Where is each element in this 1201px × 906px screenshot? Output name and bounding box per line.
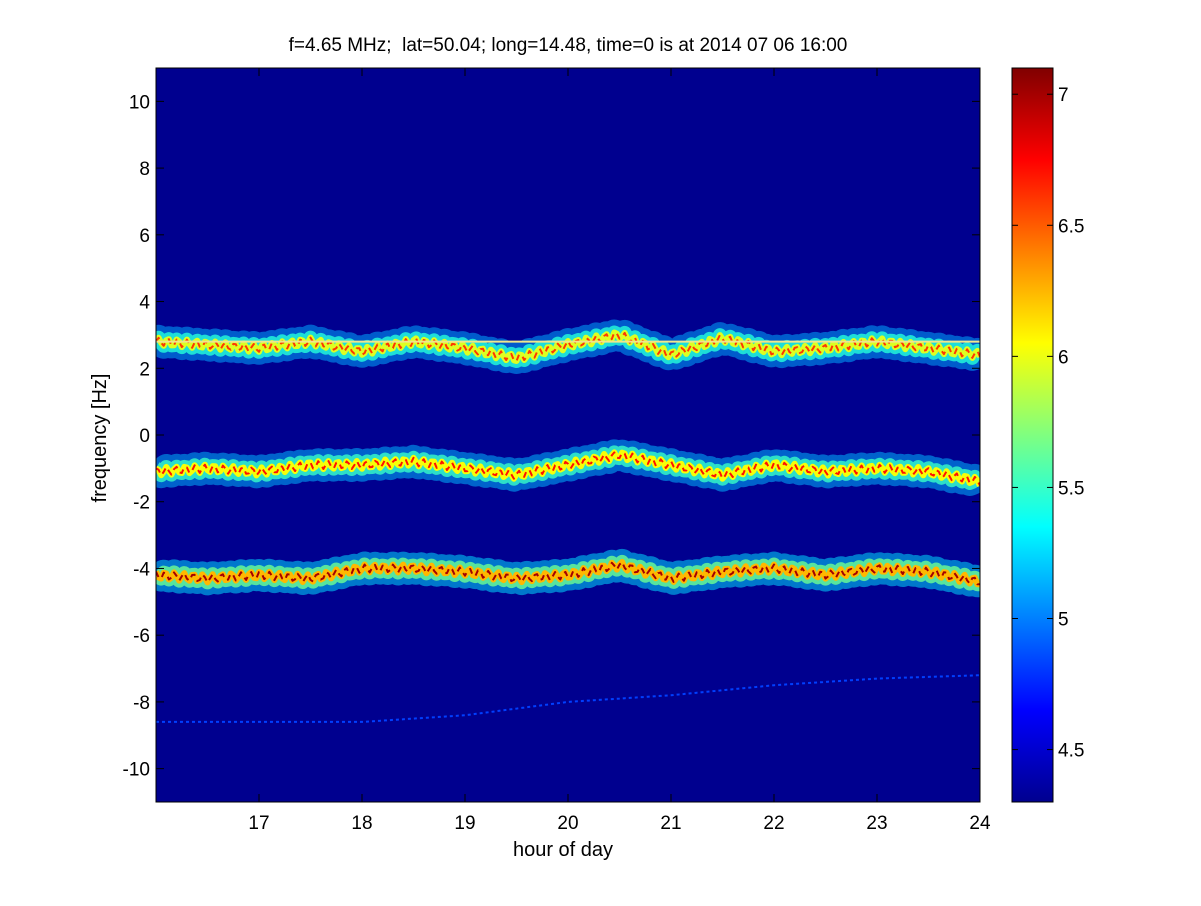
x-tick-label: 20 (557, 813, 578, 834)
x-axis-ticks: 17 18 19 20 21 22 23 24 (248, 68, 991, 834)
trace-core (156, 451, 980, 487)
y-tick-label: -8 (133, 693, 150, 714)
y-tick-label: 8 (139, 159, 150, 180)
colorbar-tick-label: 6.5 (1058, 216, 1084, 237)
y-tick-label: -6 (133, 626, 150, 647)
x-axis-label: hour of day (513, 839, 613, 861)
y-axis-label: frequency [Hz] (89, 374, 111, 503)
x-tick-label: 22 (763, 813, 784, 834)
x-tick-label: 17 (248, 813, 269, 834)
colorbar-tick-label: 7 (1058, 85, 1069, 106)
x-tick-label: 23 (866, 813, 887, 834)
colorbar-tick-label: 6 (1058, 347, 1069, 368)
y-tick-label: -4 (133, 559, 150, 580)
y-tick-label: 6 (139, 226, 150, 247)
x-tick-label: 18 (351, 813, 372, 834)
x-tick-label: 21 (660, 813, 681, 834)
y-axis-ticks: 10 8 6 4 2 0 -2 -4 -6 -8 -10 (123, 92, 980, 781)
y-tick-label: 10 (129, 92, 150, 113)
trace-core (156, 560, 980, 586)
chart-title: f=4.65 MHz; lat=50.04; long=14.48, time=… (289, 35, 848, 56)
y-tick-label: 4 (139, 293, 150, 314)
y-tick-label: -2 (133, 493, 150, 514)
colorbar-tick-label: 5.5 (1058, 478, 1084, 499)
y-tick-label: -10 (123, 760, 150, 781)
y-tick-label: 2 (139, 359, 150, 380)
y-tick-label: 0 (139, 426, 150, 447)
colorbar-ticks: 7 6.5 6 5.5 5 4.5 (1012, 85, 1084, 762)
colorbar-tick-label: 4.5 (1058, 741, 1084, 762)
x-tick-label: 19 (454, 813, 475, 834)
plot-area (156, 68, 980, 802)
colorbar (1011, 67, 1054, 803)
x-tick-label: 24 (969, 813, 991, 834)
colorbar-tick-label: 5 (1058, 610, 1069, 631)
